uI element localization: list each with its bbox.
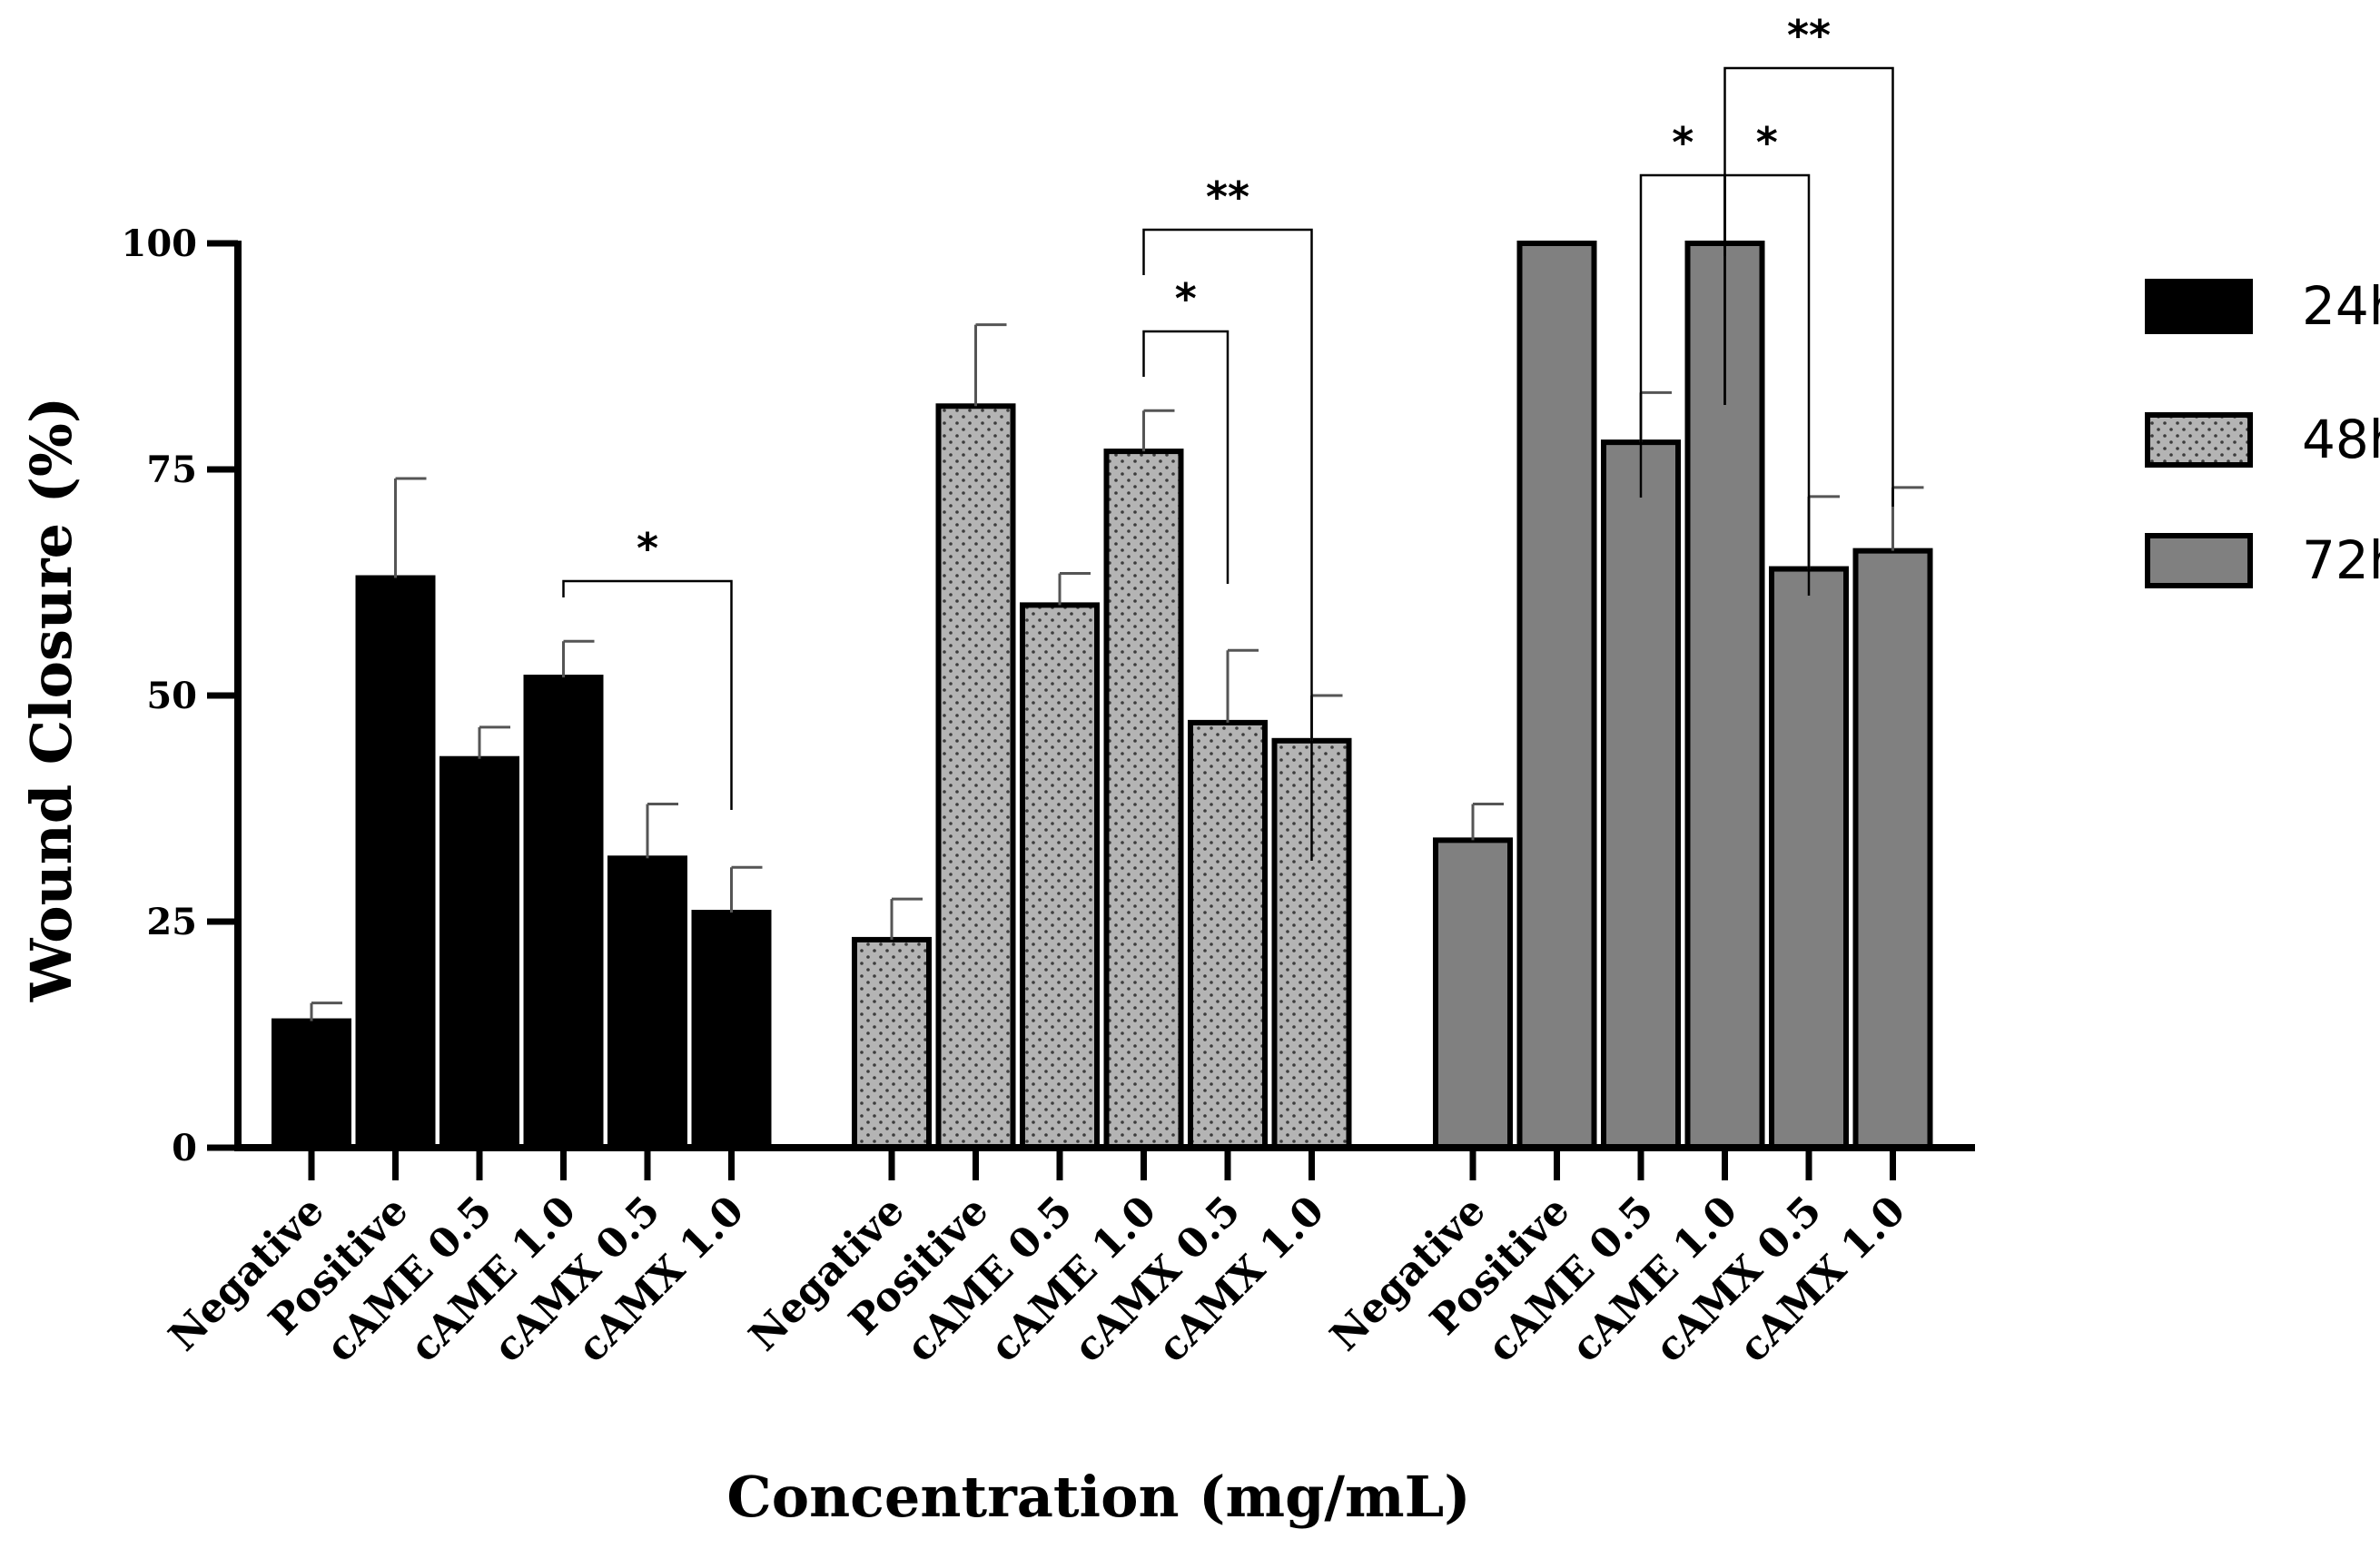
- legend-swatch-72h: [2145, 533, 2253, 588]
- bar-24h-positive: [355, 575, 436, 1150]
- significance-bracket: [1142, 330, 1230, 584]
- bar-24h-came-1-0: [523, 675, 604, 1150]
- significance-label: *: [1756, 118, 1778, 167]
- significance-label: *: [1175, 274, 1197, 323]
- y-tick-label: 75: [146, 449, 197, 491]
- bars-layer: [272, 241, 1933, 1151]
- bar-72h-camx-0-5: [1769, 566, 1849, 1150]
- legend-swatch-24h: [2145, 279, 2253, 334]
- y-tick-label: 25: [146, 901, 197, 943]
- bar-72h-positive: [1516, 241, 1597, 1150]
- bar-24h-camx-1-0: [691, 910, 772, 1150]
- bar-48h-negative: [852, 936, 932, 1151]
- significance-bracket: [1142, 228, 1313, 861]
- bar-48h-positive: [935, 403, 1016, 1150]
- significance-bracket: [562, 579, 733, 810]
- x-axis-title: Concentration (mg/mL): [726, 1464, 1470, 1530]
- legend-label-24h: 24h: [2302, 275, 2380, 337]
- error-bars-layer: [310, 323, 1924, 1021]
- legend-swatch-48h: [2145, 412, 2253, 468]
- bar-48h-came-0-5: [1020, 602, 1100, 1150]
- y-axis-title: Wound Closure (%): [18, 397, 84, 1003]
- bar-72h-came-0-5: [1601, 439, 1681, 1150]
- significance-label: **: [1206, 173, 1249, 222]
- significance-label: *: [1672, 118, 1694, 167]
- significance-label: *: [637, 524, 658, 573]
- bar-72h-negative: [1433, 837, 1513, 1150]
- significance-bracket: [1723, 66, 1894, 507]
- bar-24h-camx-0-5: [607, 855, 687, 1151]
- significance-layer: ***** ***: [562, 11, 1894, 861]
- bar-72h-camx-1-0: [1852, 548, 1933, 1150]
- legend-label-48h: 48h: [2302, 409, 2380, 470]
- bar-24h-came-0-5: [439, 755, 519, 1150]
- bar-24h-negative: [272, 1018, 351, 1151]
- significance-bracket: [1723, 173, 1811, 596]
- bar-48h-came-1-0: [1103, 449, 1184, 1150]
- significance-label: **: [1787, 11, 1831, 60]
- y-tick-label: 0: [172, 1127, 197, 1169]
- bar-48h-camx-0-5: [1188, 719, 1268, 1150]
- y-tick-label: 50: [146, 675, 197, 717]
- legend-label-72h: 72h: [2302, 529, 2380, 591]
- y-tick-label: 100: [122, 222, 198, 265]
- legend: 24h 48h 72h: [2145, 275, 2380, 591]
